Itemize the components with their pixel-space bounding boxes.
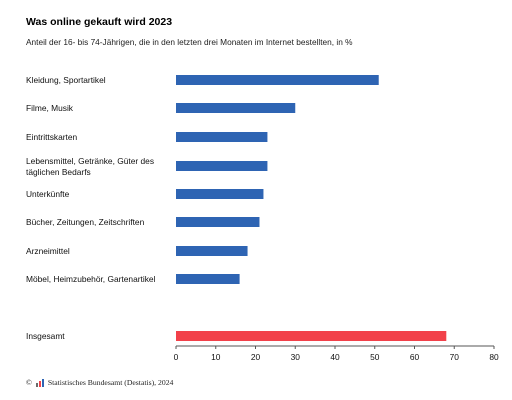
bar	[176, 246, 248, 256]
source-text: Statistisches Bundesamt (Destatis), 2024	[47, 378, 174, 387]
bar	[176, 103, 296, 113]
category-label-line: Filme, Musik	[26, 103, 74, 113]
x-tick-label: 40	[330, 352, 340, 362]
category-label-line: Bücher, Zeitungen, Zeitschriften	[26, 217, 145, 227]
category-label: Unterkünfte	[26, 189, 70, 199]
x-tick-label: 70	[450, 352, 460, 362]
x-tick-label: 80	[489, 352, 499, 362]
bar	[176, 75, 379, 85]
category-label: Bücher, Zeitungen, Zeitschriften	[26, 217, 145, 227]
x-tick-label: 0	[174, 352, 179, 362]
bar	[176, 274, 240, 284]
bar-total	[176, 331, 447, 341]
x-tick-label: 20	[251, 352, 261, 362]
destatis-logo-icon	[35, 378, 44, 387]
copyright-symbol: ©	[26, 378, 32, 387]
bar	[176, 189, 264, 199]
bar	[176, 132, 268, 142]
x-tick-label: 50	[370, 352, 380, 362]
category-label: Möbel, Heimzubehör, Gartenartikel	[26, 274, 156, 284]
category-label: Arzneimittel	[26, 246, 70, 256]
category-label-line: täglichen Bedarfs	[26, 167, 91, 177]
category-label-line: Unterkünfte	[26, 189, 70, 199]
source-footer: © Statistisches Bundesamt (Destatis), 20…	[26, 378, 173, 387]
category-label: Insgesamt	[26, 331, 65, 341]
category-label-line: Eintrittskarten	[26, 132, 78, 142]
bar	[176, 161, 268, 171]
chart-subtitle: Anteil der 16- bis 74-Jährigen, die in d…	[26, 37, 353, 47]
category-label-line: Insgesamt	[26, 331, 65, 341]
category-label-line: Arzneimittel	[26, 246, 70, 256]
x-tick-label: 30	[291, 352, 301, 362]
category-label-line: Möbel, Heimzubehör, Gartenartikel	[26, 274, 156, 284]
category-label-line: Kleidung, Sportartikel	[26, 75, 106, 85]
category-label-line: Lebensmittel, Getränke, Güter des	[26, 156, 154, 166]
category-label: Eintrittskarten	[26, 132, 78, 142]
bar	[176, 217, 260, 227]
x-tick-label: 60	[410, 352, 420, 362]
category-label: Kleidung, Sportartikel	[26, 75, 106, 85]
x-tick-label: 10	[211, 352, 221, 362]
category-label: Lebensmittel, Getränke, Güter des täglich…	[26, 156, 154, 177]
chart-title: Was online gekauft wird 2023	[26, 16, 173, 28]
category-label: Filme, Musik	[26, 103, 74, 113]
